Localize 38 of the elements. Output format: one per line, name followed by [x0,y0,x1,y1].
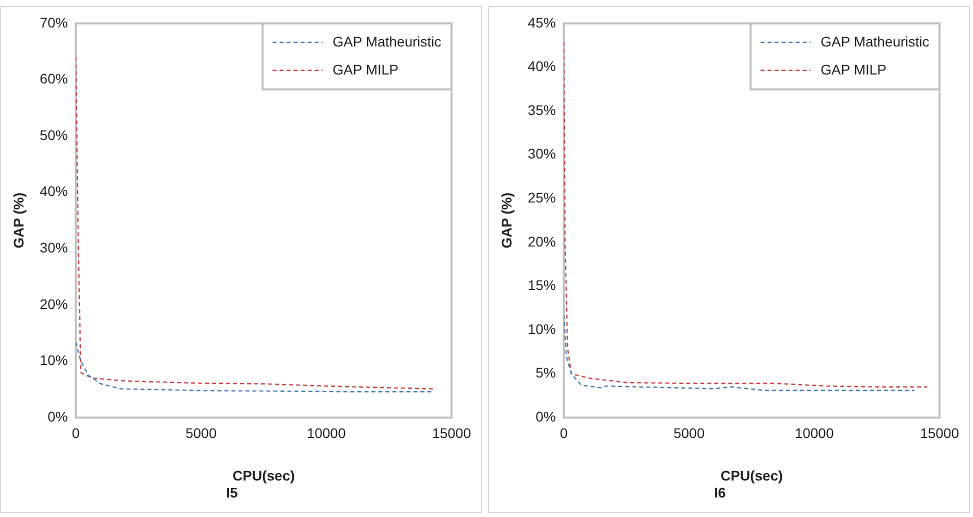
legend-label: GAP Matheuristic [332,33,442,50]
y-tick-label: 10% [528,320,556,337]
y-tick-label: 20% [528,233,556,250]
x-tick-label: 5000 [185,424,217,441]
y-axis-title: GAP (%) [10,192,26,248]
y-tick-label: 20% [40,296,68,312]
x-axis-title: CPU(sec) [232,468,295,484]
y-tick-label: 0% [48,408,68,424]
y-tick-label: 0% [536,408,556,424]
y-tick-label: 30% [40,240,68,256]
text: I6 [714,484,726,500]
x-tick-label: 10000 [794,424,834,441]
y-tick-label: 60% [40,70,68,87]
legend-label: GAP Matheuristic [820,33,930,50]
y-tick-label: 35% [528,102,556,118]
line-series [564,314,916,392]
x-tick-label: 10000 [306,424,346,441]
y-tick-label: 25% [528,189,556,206]
y-tick-label: 5% [536,364,556,381]
y-axis-title: GAP (%) [498,192,514,248]
x-axis-title: CPU(sec) [720,468,783,484]
text: I5 [226,484,238,500]
legend-label: GAP MILP [820,61,886,78]
y-tick-label: 30% [528,146,556,162]
y-tick-label: 40% [528,58,556,74]
y-tick-label: 15% [528,277,556,294]
y-tick-label: 70% [40,14,68,30]
y-tick-label: 45% [528,14,556,30]
y-tick-label: 50% [40,126,68,143]
x-tick-label: 0 [560,424,568,441]
x-tick-label: 5000 [673,424,705,441]
x-tick-label: 0 [72,424,80,441]
x-tick-label: 15000 [920,424,960,441]
y-tick-label: 10% [40,352,68,368]
line-series [76,56,435,390]
x-tick-label: 15000 [432,424,472,441]
y-tick-label: 40% [40,183,68,200]
legend-label: GAP MILP [332,61,398,78]
